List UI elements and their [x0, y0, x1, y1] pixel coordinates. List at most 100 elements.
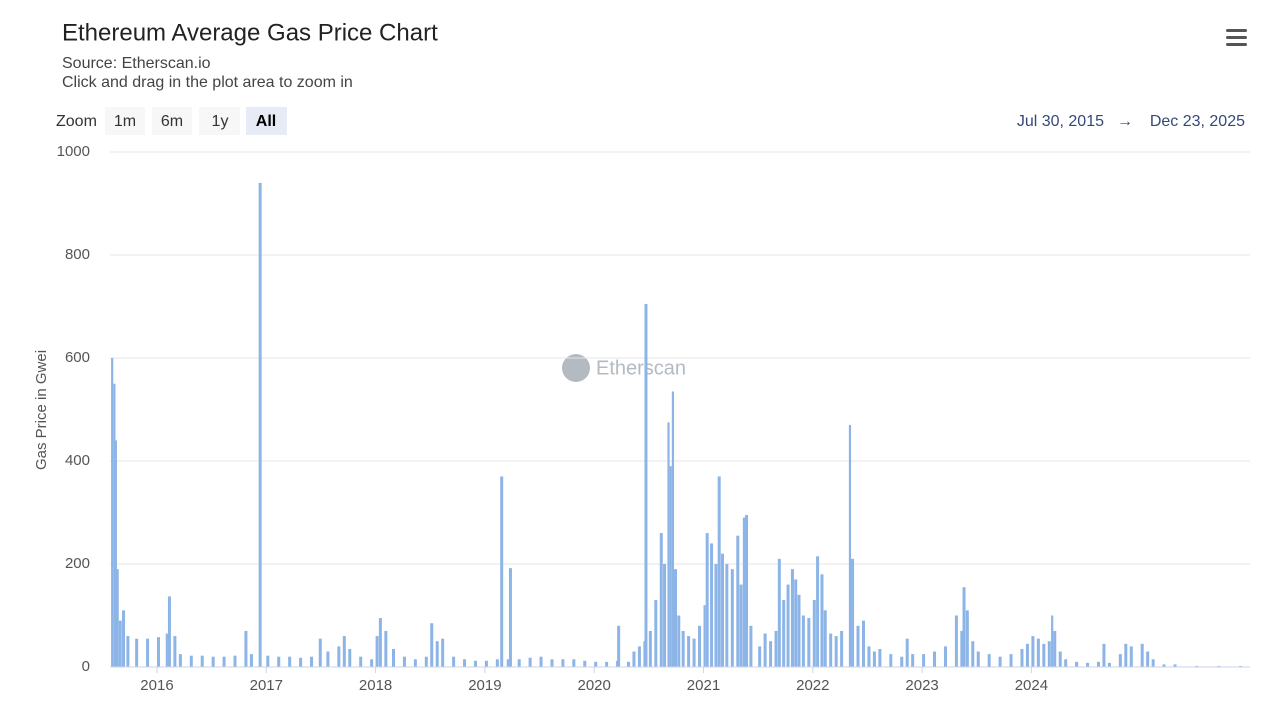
bar [1009, 654, 1013, 667]
bar [463, 659, 467, 667]
range-to[interactable]: Dec 23, 2025 [1150, 113, 1245, 130]
bar [1151, 659, 1155, 667]
bar [539, 656, 543, 667]
zoom-button[interactable]: All [246, 107, 287, 135]
bar [965, 610, 969, 667]
bar [435, 641, 439, 667]
bar [1118, 654, 1122, 667]
bar [698, 625, 702, 667]
bar [326, 651, 330, 667]
bar [840, 630, 844, 667]
bar [807, 618, 811, 667]
bar [1020, 648, 1024, 667]
bar [528, 657, 532, 667]
bar [473, 660, 477, 667]
bar [797, 594, 801, 667]
bar [1129, 646, 1133, 667]
bar [632, 651, 636, 667]
bar [736, 535, 740, 667]
bar [506, 659, 509, 667]
x-tick-label: 2019 [468, 677, 501, 694]
bar [517, 659, 521, 667]
bar [258, 182, 262, 667]
y-tick-label: 800 [65, 246, 90, 263]
bar [1162, 664, 1166, 667]
bar [834, 636, 838, 667]
bar [687, 636, 691, 667]
bar [1053, 630, 1057, 667]
bar [763, 633, 767, 667]
menu-icon[interactable] [1226, 29, 1247, 46]
x-tick-label: 2023 [905, 677, 938, 694]
subtitle-hint: Click and drag in the plot area to zoom … [62, 74, 353, 91]
zoom-button[interactable]: 1m [105, 107, 145, 135]
bar [156, 637, 160, 667]
bar [1025, 643, 1029, 667]
bar [118, 620, 122, 667]
bar [249, 654, 253, 667]
bar [681, 630, 685, 667]
bar [769, 641, 773, 667]
bar [889, 654, 893, 667]
bar [663, 564, 667, 667]
bar [794, 579, 798, 667]
bar [943, 646, 947, 667]
bar [359, 656, 363, 667]
bar [378, 618, 382, 667]
bar [135, 638, 139, 667]
bar [1075, 661, 1079, 667]
bar [790, 569, 794, 667]
subtitle-source: Source: Etherscan.io [62, 55, 211, 72]
bar [1086, 662, 1090, 667]
bar [1107, 662, 1111, 667]
y-tick-label: 0 [82, 658, 90, 675]
menu-bar [1226, 43, 1247, 46]
bar [126, 636, 130, 667]
watermark: Etherscan [562, 354, 686, 382]
bar [370, 659, 374, 667]
bar [342, 636, 346, 667]
bar [774, 630, 778, 667]
bar [654, 600, 658, 667]
bar [1239, 665, 1243, 667]
bar [211, 656, 215, 667]
zoom-button[interactable]: 6m [152, 107, 192, 135]
bar [669, 466, 672, 667]
y-tick-label: 400 [65, 452, 90, 469]
bar [146, 638, 150, 667]
bar [484, 660, 488, 667]
button-label: 6m [161, 113, 183, 130]
bar [500, 476, 504, 667]
bar [637, 646, 641, 667]
bar [277, 656, 281, 667]
bar [424, 656, 428, 667]
bar [173, 636, 177, 667]
bar [572, 659, 576, 667]
x-tick-label: 2018 [359, 677, 392, 694]
x-tick-label: 2022 [796, 677, 829, 694]
bar [900, 656, 904, 667]
bar [745, 515, 749, 667]
zoom-button[interactable]: 1y [199, 107, 240, 135]
range-from[interactable]: Jul 30, 2015 [1017, 113, 1104, 130]
menu-bar [1226, 29, 1247, 32]
button-label: 1m [114, 113, 136, 130]
bar [122, 610, 126, 667]
bar [430, 623, 434, 667]
bar [703, 605, 706, 667]
bar [1096, 661, 1100, 667]
bar [626, 661, 630, 667]
bar [714, 564, 718, 667]
bar [692, 638, 696, 667]
button-bg [152, 107, 192, 135]
bar [413, 659, 417, 667]
bar [911, 654, 915, 667]
bar [960, 630, 963, 667]
bar [178, 654, 182, 667]
x-tick-label: 2017 [250, 677, 283, 694]
bar [730, 569, 734, 667]
bar [872, 651, 876, 667]
bar [742, 517, 746, 667]
bar [111, 358, 114, 667]
bar [1042, 643, 1046, 667]
